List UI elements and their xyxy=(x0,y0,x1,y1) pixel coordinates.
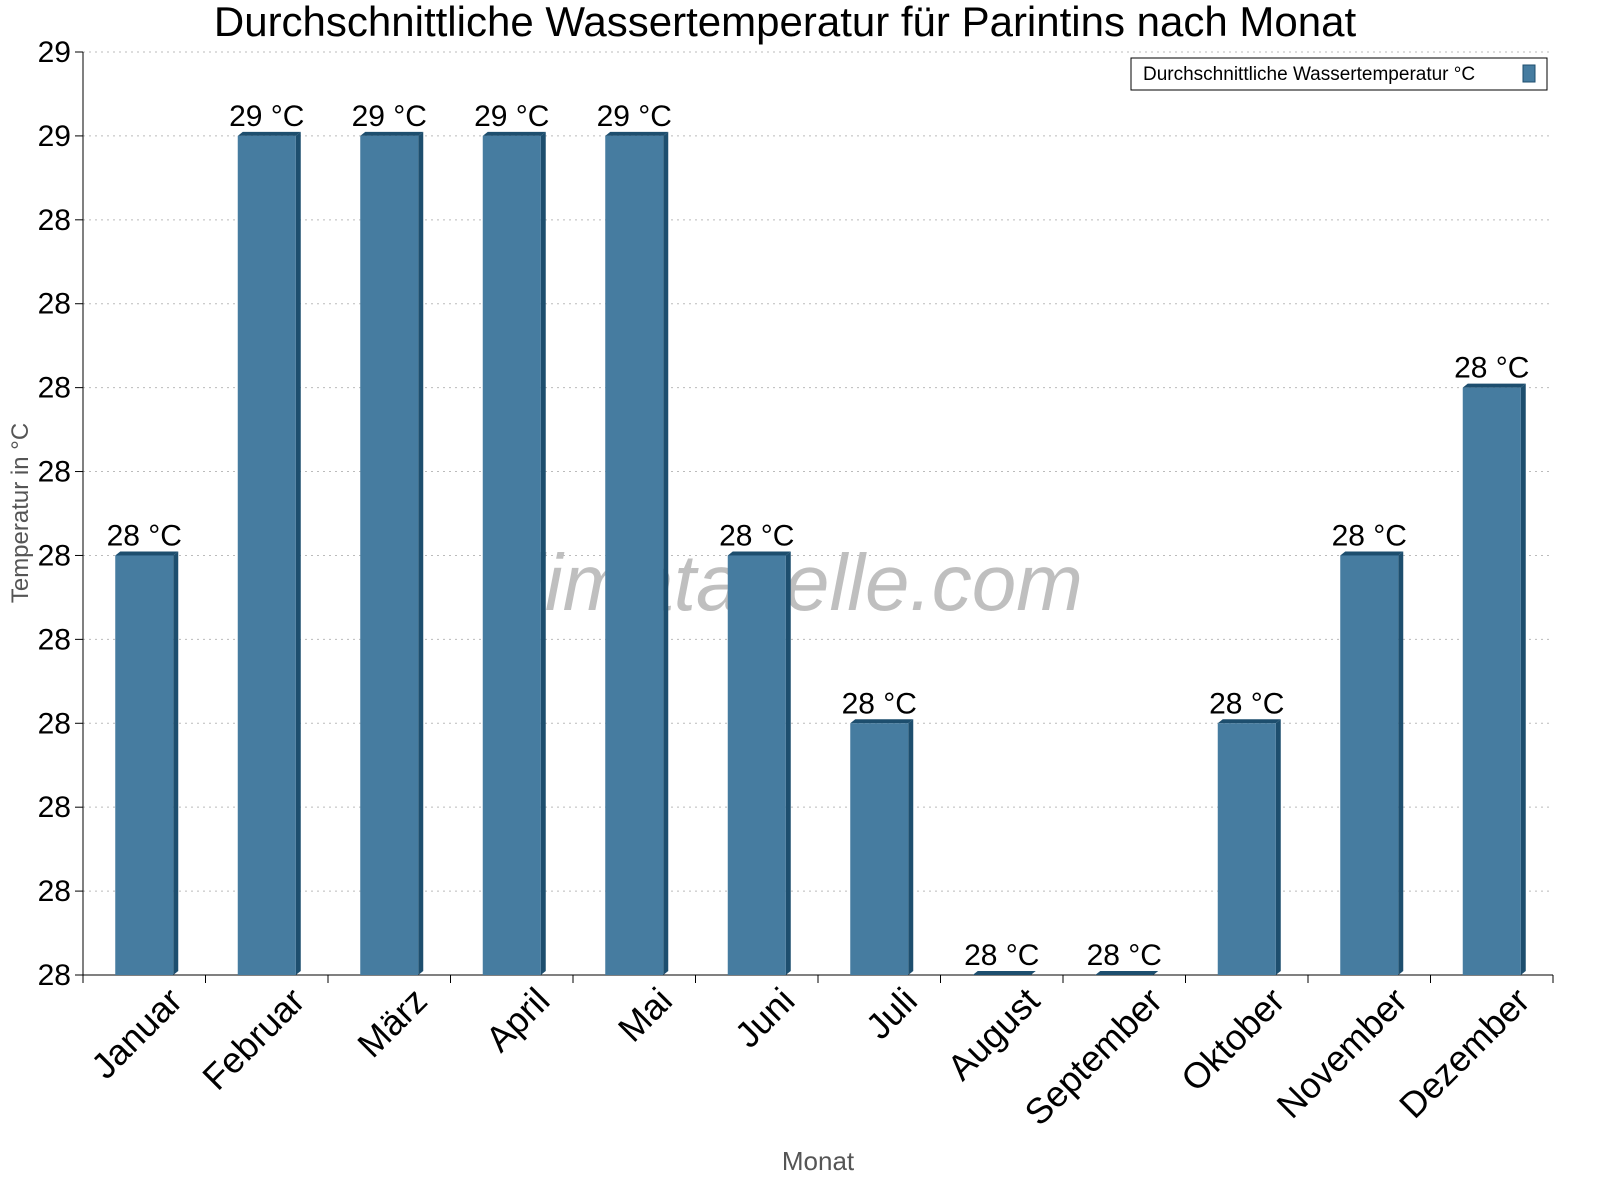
value-label: 29 °C xyxy=(229,100,304,133)
value-label: 28 °C xyxy=(1454,352,1529,385)
value-label: 28 °C xyxy=(1209,687,1284,720)
bar-top xyxy=(972,971,1036,975)
value-label: 28 °C xyxy=(1087,939,1162,972)
bar-side xyxy=(418,131,424,976)
bar-side xyxy=(908,719,914,975)
value-label: 29 °C xyxy=(474,100,549,133)
legend-swatch xyxy=(1522,64,1536,83)
y-tick-label: 28 xyxy=(38,707,71,740)
bar-side xyxy=(540,131,546,976)
x-tick-label: Mai xyxy=(610,980,680,1050)
legend-label: Durchschnittliche Wassertemperatur °C xyxy=(1143,64,1475,85)
bar-top xyxy=(605,131,669,136)
bar-side xyxy=(173,551,179,975)
bar xyxy=(115,555,174,975)
bar-side xyxy=(1275,719,1281,975)
x-tick-label: Februar xyxy=(194,980,312,1098)
bar xyxy=(237,135,296,976)
y-tick-label: 28 xyxy=(38,875,71,908)
bar xyxy=(360,135,419,976)
x-tick-label: Dezember xyxy=(1391,980,1537,1126)
bar-top xyxy=(115,551,179,556)
y-tick-label: 28 xyxy=(38,204,71,237)
bar xyxy=(850,723,909,975)
bar xyxy=(605,135,664,976)
value-label: 28 °C xyxy=(107,519,182,552)
value-label: 29 °C xyxy=(352,100,427,133)
x-tick-label: August xyxy=(939,980,1047,1088)
y-tick-label: 28 xyxy=(38,791,71,824)
bar-side xyxy=(663,131,669,976)
y-tick-label: 28 xyxy=(38,539,71,572)
y-axis-label: Temperatur in °C xyxy=(7,423,34,603)
bar-top xyxy=(850,719,914,724)
bar-top xyxy=(727,551,791,556)
x-tick-label: Juni xyxy=(727,980,803,1056)
value-label: 28 °C xyxy=(964,939,1039,972)
bar xyxy=(1217,723,1276,975)
legend-box xyxy=(1130,57,1548,91)
x-tick-label: November xyxy=(1268,980,1414,1126)
y-tick-label: 28 xyxy=(38,623,71,656)
value-label: 29 °C xyxy=(597,100,672,133)
y-tick-label: 28 xyxy=(38,288,71,321)
x-axis-label: Monat xyxy=(782,1146,855,1176)
bar xyxy=(727,555,786,975)
bar-side xyxy=(785,551,791,975)
x-tick-label: Juli xyxy=(858,980,925,1047)
y-tick-label: 29 xyxy=(38,36,71,69)
bar-top xyxy=(237,131,301,136)
bar xyxy=(1462,387,1521,975)
bar-top xyxy=(1340,551,1404,556)
y-tick-label: 28 xyxy=(38,959,71,992)
x-tick-label: Januar xyxy=(83,980,190,1087)
value-label: 28 °C xyxy=(719,519,794,552)
bar-top xyxy=(482,131,546,136)
value-label: 28 °C xyxy=(842,687,917,720)
bar-top xyxy=(1462,383,1526,388)
x-tick-label: April xyxy=(477,980,557,1060)
y-tick-label: 28 xyxy=(38,456,71,489)
x-tick-label: Oktober xyxy=(1173,980,1293,1100)
x-tick-label: März xyxy=(349,980,435,1066)
bar xyxy=(482,135,541,976)
bar-top xyxy=(1217,719,1281,724)
bar-side xyxy=(1398,551,1404,975)
y-tick-label: 29 xyxy=(38,120,71,153)
bar-top xyxy=(1095,971,1159,975)
chart-title: Durchschnittliche Wassertemperatur für P… xyxy=(214,0,1357,45)
bar-side xyxy=(295,131,301,976)
bar-side xyxy=(1520,383,1526,975)
y-tick-label: 28 xyxy=(38,372,71,405)
bar-top xyxy=(360,131,424,136)
bar xyxy=(1340,555,1399,975)
value-label: 28 °C xyxy=(1332,519,1407,552)
